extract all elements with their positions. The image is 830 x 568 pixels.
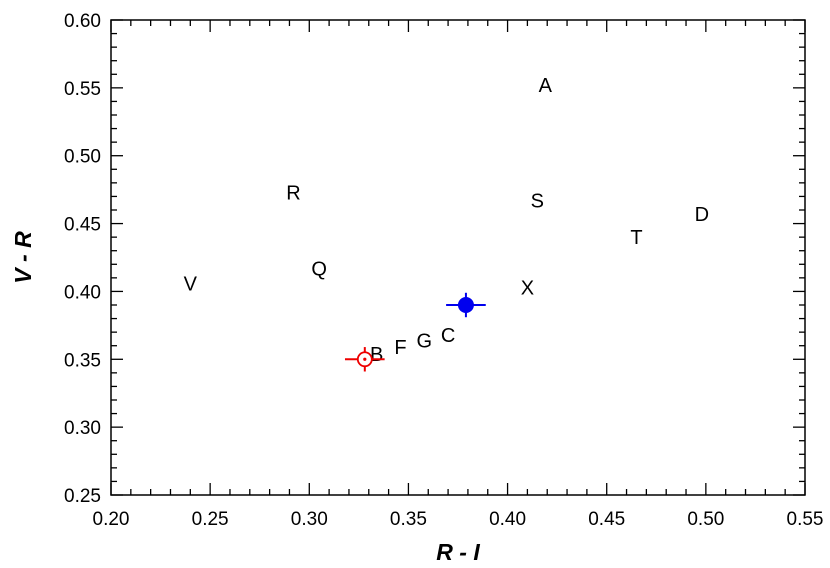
x-tick-label: 0.55: [787, 509, 824, 530]
filled-circle-marker: [457, 297, 474, 313]
y-tick-label: 0.50: [64, 147, 101, 168]
y-tick-label: 0.60: [64, 11, 101, 32]
x-tick-label: 0.40: [489, 509, 526, 530]
y-axis-label: V - R: [10, 231, 36, 284]
y-tick-label: 0.25: [64, 486, 101, 507]
filled-circle-point: [446, 292, 486, 318]
point-label-t: T: [630, 227, 642, 249]
center-dot-marker: [363, 357, 367, 361]
x-tick-label: 0.25: [192, 509, 229, 530]
x-tick-label: 0.30: [291, 509, 328, 530]
x-axis-label: R - I: [436, 539, 480, 565]
point-label-q: Q: [311, 258, 327, 280]
circle-dot-point: [344, 347, 385, 372]
marked-points: [344, 292, 486, 372]
point-label-v: V: [184, 273, 198, 295]
point-label-f: F: [394, 337, 406, 359]
x-tick-label: 0.20: [93, 509, 130, 530]
y-tick-label: 0.35: [64, 350, 101, 371]
point-label-x: X: [521, 277, 534, 299]
y-tick-label: 0.45: [64, 215, 101, 236]
tick-labels: 0.20 0.25 0.30 0.35 0.40 0.45 0.50 0.550.250.30…: [64, 11, 823, 530]
x-tick-label: 0.45: [588, 509, 625, 530]
x-tick-label: 0.35: [390, 509, 427, 530]
point-label-d: D: [695, 204, 709, 226]
x-tick-label: 0.50: [687, 509, 724, 530]
y-tick-label: 0.40: [64, 282, 101, 303]
y-tick-label: 0.30: [64, 418, 101, 439]
point-label-g: G: [417, 330, 433, 352]
point-label-c: C: [441, 325, 455, 347]
point-label-s: S: [531, 191, 544, 213]
point-label-a: A: [539, 75, 553, 97]
point-label-r: R: [286, 182, 300, 204]
point-label-b: B: [370, 344, 383, 366]
plot-frame: [110, 19, 806, 496]
y-tick-label: 0.55: [64, 79, 101, 100]
